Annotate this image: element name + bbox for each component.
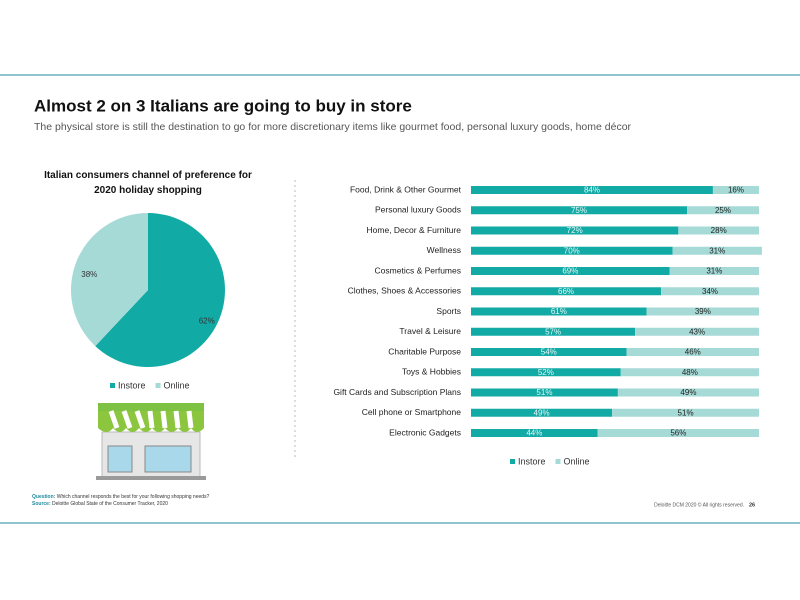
category-label: Toys & Hobbies: [402, 367, 461, 377]
legend-swatch: [155, 383, 161, 388]
bar-segment: [471, 388, 618, 397]
bar-value-label: 49%: [534, 408, 550, 417]
bar-segment: [597, 429, 759, 437]
bar-segment: [620, 368, 759, 377]
bar-value-label: 43%: [689, 327, 705, 336]
bar-value-label: 34%: [702, 287, 718, 296]
footer-question: Question: Which channel responds the bes…: [32, 494, 210, 500]
bar-segment: [471, 267, 670, 275]
bar-segment: [687, 206, 759, 215]
bar-segment: [471, 348, 627, 356]
bar-value-label: 84%: [584, 186, 600, 195]
bar-segment: [471, 246, 673, 255]
legend-label: Instore: [518, 456, 546, 466]
bar-segment: [617, 388, 759, 397]
bar-value-label: 48%: [682, 368, 698, 377]
bar-segment: [471, 307, 647, 316]
category-label: Gift Cards and Subscription Plans: [333, 387, 461, 397]
legend-swatch: [510, 459, 515, 464]
page-number: 26: [749, 502, 755, 508]
bar-value-label: 61%: [551, 307, 567, 316]
bar-value-label: 16%: [728, 186, 744, 195]
bar-value-label: 28%: [711, 226, 727, 235]
bar-segment: [471, 206, 687, 215]
bar-value-label: 31%: [706, 267, 722, 276]
source-label: Source:: [32, 501, 51, 507]
bar-value-label: 49%: [680, 388, 696, 397]
category-label: Clothes, Shoes & Accessories: [348, 286, 461, 296]
category-label: Charitable Purpose: [388, 346, 461, 356]
footer-source: Source: Deloitte Global State of the Con…: [32, 501, 168, 507]
bar-segment: [712, 186, 759, 194]
bar-segment: [678, 226, 759, 235]
bar-segment: [471, 368, 621, 377]
category-label: Personal luxury Goods: [375, 205, 461, 215]
pie-value-label: 62%: [199, 316, 215, 325]
bar-value-label: 75%: [571, 206, 587, 215]
legend-swatch: [555, 459, 561, 464]
bar-value-label: 31%: [709, 246, 725, 255]
bar-segment: [661, 287, 759, 296]
bar-segment: [471, 327, 636, 336]
bar-value-label: 57%: [545, 327, 561, 336]
bar-value-label: 46%: [685, 348, 701, 357]
store-icon: [96, 403, 206, 480]
bar-value-label: 69%: [562, 267, 578, 276]
bar-value-label: 52%: [538, 368, 554, 377]
bar-segment: [471, 429, 598, 437]
bar-segment: [471, 226, 679, 235]
legend-swatch: [110, 383, 115, 388]
bar-segment: [646, 307, 759, 316]
bar-segment: [669, 267, 759, 275]
bar-value-label: 72%: [567, 226, 583, 235]
bar-value-label: 51%: [678, 408, 694, 417]
copyright: Deloitte DCM 2020 © All rights reserved.: [654, 501, 744, 508]
bar-segment: [612, 408, 759, 417]
category-label: Sports: [436, 306, 461, 316]
legend-label: Online: [564, 456, 590, 466]
pie-slice: [95, 213, 225, 367]
bar-segment: [471, 287, 662, 296]
bar-value-label: 70%: [564, 246, 580, 255]
bar-value-label: 25%: [715, 206, 731, 215]
category-label: Electronic Gadgets: [389, 427, 461, 437]
category-label: Wellness: [427, 245, 461, 255]
bar-segment: [626, 348, 759, 356]
source-text: Deloitte Global State of the Consumer Tr…: [52, 501, 168, 507]
bar-segment: [672, 246, 762, 255]
category-label: Cell phone or Smartphone: [362, 407, 462, 417]
pie-slice: [70, 213, 148, 347]
bar-value-label: 56%: [670, 429, 686, 438]
pie-title: Italian consumers channel of preference …: [44, 170, 252, 196]
bar-value-label: 44%: [526, 429, 542, 438]
category-label: Food, Drink & Other Gourmet: [350, 184, 462, 194]
bar-value-label: 66%: [558, 287, 574, 296]
bar-segment: [635, 327, 759, 336]
bar-value-label: 39%: [695, 307, 711, 316]
category-label: Home, Decor & Furniture: [367, 225, 462, 235]
question-text: Which channel responds the best for your…: [57, 494, 210, 500]
slide-subtitle: The physical store is still the destinat…: [34, 121, 632, 133]
bar-segment: [471, 408, 613, 417]
question-label: Question:: [32, 494, 56, 500]
category-label: Travel & Leisure: [399, 326, 461, 336]
bar-value-label: 51%: [536, 388, 552, 397]
legend-label: Instore: [118, 380, 146, 390]
legend-label: Online: [164, 380, 190, 390]
pie-value-label: 38%: [81, 270, 97, 279]
category-label: Cosmetics & Perfumes: [375, 265, 461, 275]
bar-value-label: 54%: [541, 348, 557, 357]
slide-title: Almost 2 on 3 Italians are going to buy …: [34, 96, 412, 115]
bar-segment: [471, 186, 713, 194]
